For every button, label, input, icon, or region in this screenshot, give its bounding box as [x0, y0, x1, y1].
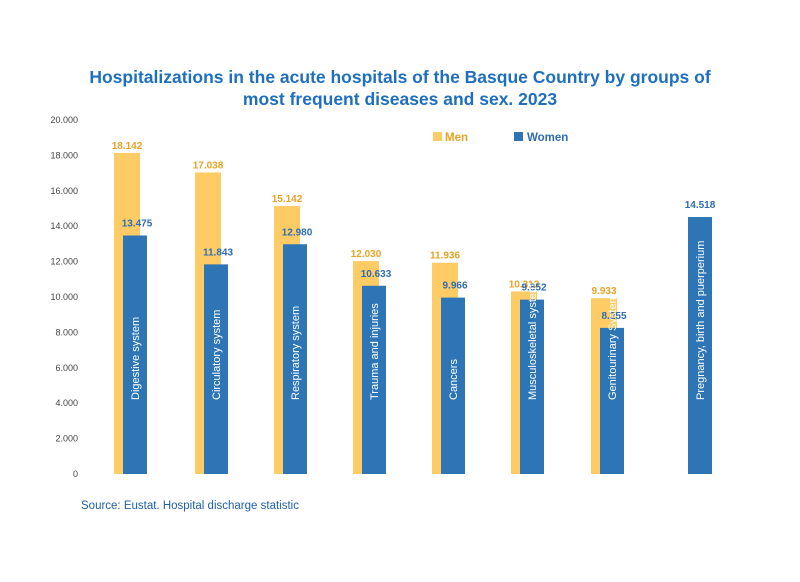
bar-women	[283, 244, 307, 474]
y-tick-label: 0	[73, 469, 78, 479]
bar-women	[688, 217, 712, 474]
y-tick-label: 8.000	[55, 327, 78, 337]
bar-women	[123, 235, 147, 474]
y-tick-label: 14.000	[50, 221, 78, 231]
y-tick-label: 12.000	[50, 257, 78, 267]
data-label-men: 15.142	[272, 194, 303, 205]
data-label-men: 9.933	[591, 286, 616, 297]
category-label: Cancers	[448, 359, 460, 400]
category-label: Circulatory system	[211, 310, 223, 400]
bar-women	[520, 299, 544, 474]
category-label: Musculoskeletal system	[527, 284, 539, 400]
y-tick-label: 2.000	[55, 434, 78, 444]
category-label: Pregnancy, birth and puerperium	[695, 241, 707, 400]
data-label-women: 9.852	[521, 283, 546, 294]
chart-title-line-1: Hospitalizations in the acute hospitals …	[89, 67, 711, 87]
y-tick-label: 4.000	[55, 398, 78, 408]
bar-women	[362, 285, 386, 474]
category-label: Genitourinary System	[607, 294, 619, 400]
y-tick-label: 16.000	[50, 186, 78, 196]
data-label-women: 10.633	[361, 269, 392, 280]
data-label-men: 12.030	[351, 249, 382, 260]
category-label: Digestive system	[130, 317, 142, 400]
legend-swatch-women	[514, 132, 523, 141]
data-label-women: 11.843	[203, 247, 233, 258]
y-tick-label: 20.000	[50, 115, 78, 125]
bar-women	[600, 327, 624, 474]
data-label-women: 12.980	[282, 227, 313, 238]
bar-women	[441, 297, 465, 474]
y-tick-label: 10.000	[50, 292, 78, 302]
data-label-men: 17.038	[193, 160, 224, 171]
data-label-women: 13.475	[122, 218, 153, 229]
legend-swatch-men	[433, 132, 442, 141]
chart-title-line-2: most frequent diseases and sex. 2023	[242, 89, 558, 109]
data-label-men: 10.313	[509, 279, 540, 290]
data-label-men: 18.142	[112, 141, 143, 152]
source-note: Source: Eustat. Hospital discharge stati…	[81, 500, 299, 512]
category-label: Trauma and injuries	[369, 303, 381, 400]
bar-women	[204, 264, 228, 474]
category-label: Respiratory system	[290, 306, 302, 400]
data-label-men: 11.936	[430, 251, 460, 262]
legend-label-men: Men	[445, 132, 468, 144]
data-label-women: 14.518	[685, 200, 716, 211]
data-label-women: 8.255	[601, 311, 626, 322]
y-tick-label: 18.000	[50, 150, 78, 160]
data-label-women: 9.966	[442, 281, 467, 292]
chart-title: Hospitalizations in the acute hospitals …	[0, 66, 800, 110]
legend-label-women: Women	[527, 132, 568, 144]
y-tick-label: 6.000	[55, 363, 78, 373]
